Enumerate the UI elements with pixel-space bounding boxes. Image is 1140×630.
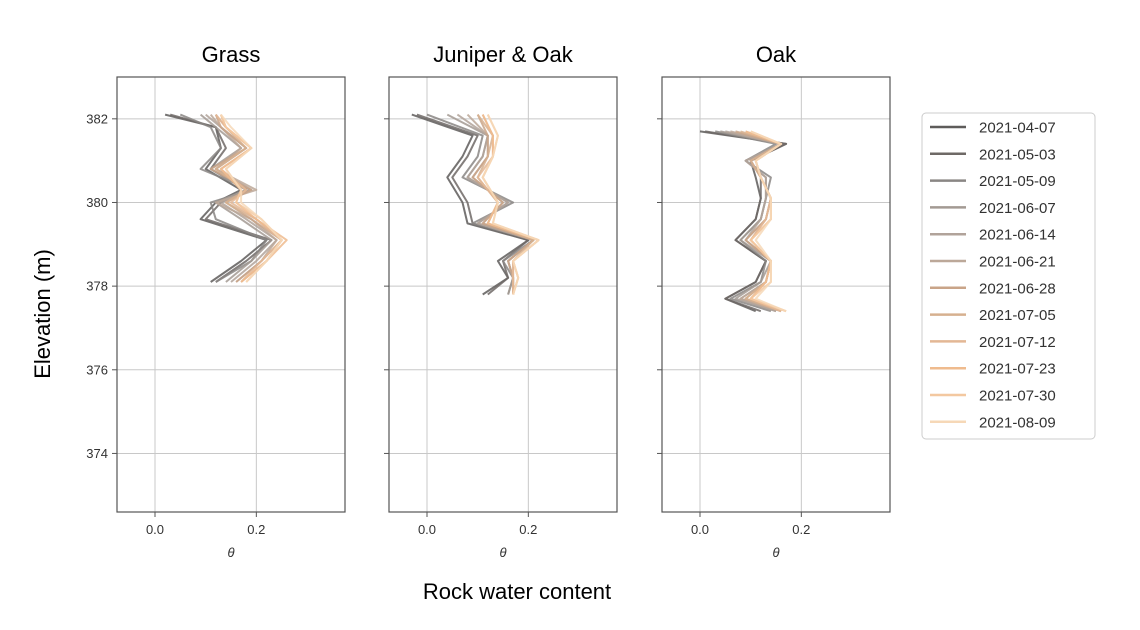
- panels: 0.0 0.2 374 376 378 380 382 θ Grass 0.0 0.2 θ Junipe…: [86, 42, 891, 560]
- panel-grass: 0.0 0.2 374 376 378 380 382 θ Grass: [86, 42, 346, 560]
- panel-title: Juniper & Oak: [433, 42, 573, 67]
- panel-frame: [661, 76, 891, 513]
- series-line-2021-08-09: [750, 130, 787, 313]
- legend-label: 2021-07-23: [979, 361, 1056, 378]
- legend-label: 2021-06-14: [979, 227, 1056, 244]
- legend-label: 2021-05-03: [979, 146, 1056, 163]
- y-tick-label: 382: [86, 111, 108, 126]
- panel-oak: 0.0 0.2 θ Oak: [657, 42, 891, 560]
- legend-label: 2021-07-30: [979, 388, 1056, 405]
- legend-item-2021-06-28: 2021-06-28: [930, 280, 1056, 297]
- legend-label: 2021-05-09: [979, 173, 1056, 190]
- series-line-2021-05-03: [416, 113, 530, 296]
- legend-label: 2021-06-07: [979, 200, 1056, 217]
- y-axis-label: Elevation (m): [30, 249, 55, 379]
- x-tick-label: 0.2: [792, 522, 810, 537]
- x-tick-label: 0.0: [146, 522, 164, 537]
- legend-item-2021-08-09: 2021-08-09: [930, 414, 1056, 431]
- x-tick-label: 0.2: [519, 522, 537, 537]
- y-tick-label: 378: [86, 279, 108, 294]
- x-tick-label: 0.2: [247, 522, 265, 537]
- series-line-2021-05-09: [426, 113, 535, 295]
- legend-item-2021-07-05: 2021-07-05: [930, 307, 1056, 324]
- panel-x-label: θ: [499, 545, 506, 560]
- legend-item-2021-07-30: 2021-07-30: [930, 388, 1056, 405]
- legend-item-2021-05-03: 2021-05-03: [930, 146, 1056, 163]
- legend-label: 2021-08-09: [979, 414, 1056, 431]
- legend-item-2021-07-12: 2021-07-12: [930, 334, 1056, 351]
- series-line-2021-06-07: [199, 113, 273, 283]
- legend-label: 2021-07-12: [979, 334, 1056, 351]
- legend-items: 2021-04-07 2021-05-03 2021-05-09 2021-06-07…: [930, 120, 1056, 431]
- legend-label: 2021-07-05: [979, 307, 1056, 324]
- legend-item-2021-06-07: 2021-06-07: [930, 200, 1056, 217]
- y-tick-label: 376: [86, 362, 108, 377]
- legend: 2021-04-07 2021-05-03 2021-05-09 2021-06-07…: [921, 112, 1096, 440]
- series-line-2021-06-07: [446, 113, 535, 295]
- legend-label: 2021-06-28: [979, 280, 1056, 297]
- x-tick-label: 0.0: [691, 522, 709, 537]
- legend-item-2021-07-23: 2021-07-23: [930, 361, 1056, 378]
- panel-frame: [116, 76, 346, 513]
- panel-juniper-oak: 0.0 0.2 θ Juniper & Oak: [384, 42, 618, 560]
- panel-title: Oak: [756, 42, 797, 67]
- y-tick-label: 380: [86, 195, 108, 210]
- legend-label: 2021-06-21: [979, 254, 1056, 271]
- series-line-2021-08-09: [481, 114, 540, 295]
- y-tick-label: 374: [86, 446, 108, 461]
- panel-frame: [388, 76, 618, 513]
- panel-x-label: θ: [227, 545, 234, 560]
- series-line-2021-05-03: [704, 130, 788, 313]
- panel-title: Grass: [202, 42, 261, 67]
- legend-item-2021-05-09: 2021-05-09: [930, 173, 1056, 190]
- series-line-2021-04-07: [411, 113, 530, 296]
- series-line-2021-08-09: [220, 113, 283, 283]
- legend-item-2021-04-07: 2021-04-07: [930, 120, 1056, 137]
- legend-frame: [921, 112, 1096, 440]
- legend-label: 2021-04-07: [979, 120, 1056, 137]
- panel-x-label: θ: [772, 545, 779, 560]
- legend-item-2021-06-14: 2021-06-14: [930, 227, 1056, 244]
- series-line-2021-04-07: [699, 130, 788, 313]
- legend-item-2021-06-21: 2021-06-21: [930, 254, 1056, 271]
- x-tick-label: 0.0: [418, 522, 436, 537]
- x-axis-label: Rock water content: [423, 579, 611, 604]
